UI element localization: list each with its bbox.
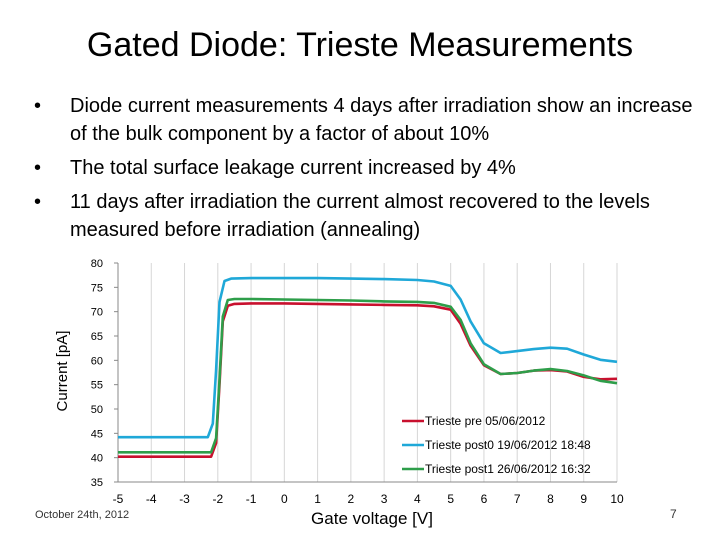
bullet-text: Diode current measurements 4 days after … bbox=[70, 95, 693, 145]
x-tick-label: -3 bbox=[179, 492, 190, 506]
legend-label: Trieste post1 26/06/2012 16:32 bbox=[425, 462, 591, 476]
y-tick-label: 55 bbox=[91, 380, 103, 392]
x-tick-label: 4 bbox=[414, 492, 421, 506]
x-tick-label: 10 bbox=[610, 492, 624, 506]
y-tick-label: 70 bbox=[91, 307, 103, 319]
x-tick-label: 9 bbox=[580, 492, 587, 506]
chart-legend: Trieste pre 05/06/2012 Trieste post0 19/0… bbox=[402, 414, 591, 476]
x-tick-label: -5 bbox=[113, 492, 124, 506]
bullet-text: The total surface leakage current increa… bbox=[70, 157, 516, 179]
x-axis-label: Gate voltage [V] bbox=[311, 509, 433, 528]
bullet-marker: • bbox=[34, 157, 42, 179]
legend-label: Trieste pre 05/06/2012 bbox=[425, 414, 546, 428]
y-tick-label: 80 bbox=[91, 258, 103, 270]
x-tick-label: -1 bbox=[246, 492, 257, 506]
y-axis-label: Current [pA] bbox=[54, 331, 71, 412]
x-tick-label: 8 bbox=[547, 492, 554, 506]
x-tick-label: -4 bbox=[146, 492, 157, 506]
x-tick-label: 7 bbox=[514, 492, 521, 506]
legend-label: Trieste post0 19/06/2012 18:48 bbox=[425, 438, 591, 452]
y-tick-label: 50 bbox=[91, 404, 103, 416]
x-tick-label: -2 bbox=[212, 492, 223, 506]
y-tick-label: 60 bbox=[91, 355, 103, 367]
bullet-marker: • bbox=[34, 191, 42, 213]
page-number: 7 bbox=[670, 507, 677, 521]
x-tick-label: 3 bbox=[381, 492, 388, 506]
bullet-item: • 11 days after irradiation the current a… bbox=[34, 188, 694, 244]
bullet-text: 11 days after irradiation the current al… bbox=[70, 191, 650, 241]
x-tick-label: 2 bbox=[348, 492, 355, 506]
x-tick-label: 0 bbox=[281, 492, 288, 506]
y-tick-label: 40 bbox=[91, 453, 103, 465]
chart-axes: -5 -4 -3 -2 -1 0 1 2 3 4 5 6 7 8 9 10354045505560657075… bbox=[91, 258, 624, 506]
bullet-item: • Diode current measurements 4 days after… bbox=[34, 92, 694, 148]
series-line bbox=[118, 297, 618, 454]
chart-series bbox=[118, 276, 618, 459]
bullet-marker: • bbox=[34, 95, 42, 117]
y-tick-label: 65 bbox=[91, 331, 103, 343]
x-tick-label: 1 bbox=[314, 492, 321, 506]
x-tick-label: 6 bbox=[481, 492, 488, 506]
series-line bbox=[118, 276, 618, 439]
y-tick-label: 45 bbox=[91, 428, 103, 440]
footer-date: October 24th, 2012 bbox=[35, 509, 130, 521]
x-tick-label: 5 bbox=[447, 492, 454, 506]
bullet-list: • Diode current measurements 4 days after… bbox=[34, 92, 694, 244]
y-tick-label: 75 bbox=[91, 282, 103, 294]
bullet-item: • The total surface leakage current incre… bbox=[34, 154, 694, 182]
slide-title: Gated Diode: Trieste Measurements bbox=[86, 26, 634, 64]
series-line bbox=[118, 302, 618, 459]
y-tick-label: 35 bbox=[91, 477, 103, 489]
